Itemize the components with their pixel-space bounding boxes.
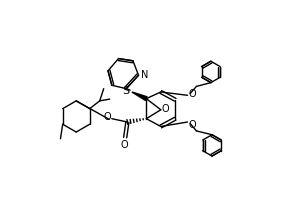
Text: O: O — [188, 120, 196, 130]
Polygon shape — [132, 92, 147, 100]
Text: O: O — [162, 104, 170, 114]
Text: O: O — [188, 88, 196, 99]
Text: O: O — [103, 112, 111, 122]
Text: O: O — [120, 140, 128, 150]
Text: S: S — [122, 86, 129, 96]
Text: N: N — [141, 70, 148, 80]
